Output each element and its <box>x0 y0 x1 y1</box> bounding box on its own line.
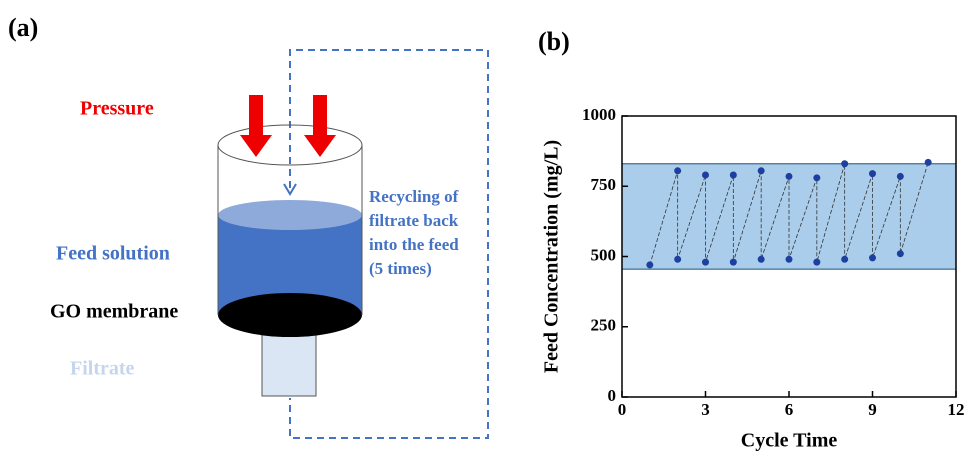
data-point <box>896 172 904 180</box>
data-point <box>785 255 793 263</box>
cylinder-top <box>217 124 363 166</box>
y-tick-label: 0 <box>608 386 617 405</box>
panel-label: (b) <box>538 27 570 56</box>
data-point <box>702 258 709 266</box>
arrow-head <box>283 183 297 196</box>
panel-label: (a) <box>8 13 38 42</box>
data-point <box>674 255 682 263</box>
data-point <box>729 171 737 179</box>
chart: 0 250 500 750 1000 0 3 6 9 12 Cycle Time Feed Conce… <box>541 105 965 452</box>
data-point <box>841 160 849 168</box>
liquid-surface <box>218 200 362 230</box>
data-point <box>702 171 709 179</box>
cylinder-wall <box>217 145 363 315</box>
pressure-arrow <box>240 95 272 157</box>
y-axis-label: Feed Concentration (mg/L) <box>541 140 563 373</box>
data-point <box>813 258 821 266</box>
data-point <box>646 261 654 269</box>
data-point <box>757 167 765 175</box>
data-point <box>896 250 904 258</box>
data-line <box>649 162 929 266</box>
x-axis-label: Cycle Time <box>741 430 838 452</box>
y-tick-label: 750 <box>591 175 617 194</box>
filtrate-tube <box>261 329 317 397</box>
data-point <box>869 254 876 262</box>
y-tick-label: 1000 <box>582 105 616 124</box>
data-point <box>729 258 737 266</box>
pressure-arrow <box>304 95 336 157</box>
filtrate-label: Filtrate <box>70 358 135 380</box>
data-point <box>869 170 876 178</box>
data-point <box>674 167 682 175</box>
go-membrane <box>218 293 362 337</box>
recycling-label: filtrate back <box>369 211 459 230</box>
y-tick-label: 250 <box>591 316 617 335</box>
feed-label: Feed solution <box>56 243 170 265</box>
x-tick-label: 6 <box>785 400 794 419</box>
data-point <box>757 255 765 263</box>
data-point <box>785 172 793 180</box>
x-tick-label: 3 <box>701 400 710 419</box>
x-tick-label: 0 <box>618 400 627 419</box>
data-point <box>813 174 821 182</box>
pressure-label: Pressure <box>80 98 154 120</box>
recycle-line <box>289 49 489 439</box>
x-tick-label: 9 <box>868 400 877 419</box>
diagram: Pressure Feed solution GO membrane Filtr… <box>50 49 489 439</box>
recycling-label: Recycling of <box>369 187 459 206</box>
data-point <box>841 255 849 263</box>
x-tick-label: 12 <box>948 400 965 419</box>
data-point <box>924 158 932 166</box>
membrane-label: GO membrane <box>50 301 178 323</box>
recycling-label: (5 times) <box>369 259 432 278</box>
y-tick-label: 500 <box>591 245 617 264</box>
recycling-label: into the feed <box>369 235 459 254</box>
